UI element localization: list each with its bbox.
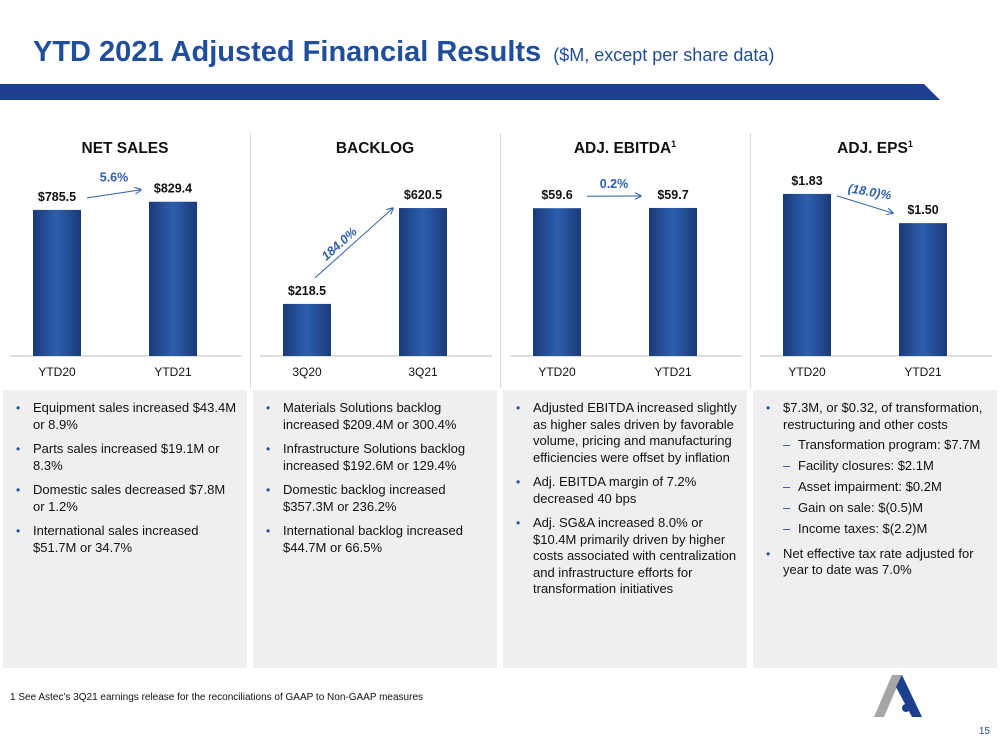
- sub-bullet-item: Gain on sale: $(0.5)M: [763, 500, 989, 517]
- bullet-item: Adjusted EBITDA increased slightly as hi…: [513, 400, 739, 466]
- bullet-item: International backlog increased $44.7M o…: [263, 523, 489, 556]
- bar-value-label: $1.50: [907, 203, 938, 217]
- page-number: 15: [978, 726, 990, 737]
- ebitda-notes-panel: Adjusted EBITDA increased slightly as hi…: [503, 390, 747, 668]
- x-tick-label: 3Q20: [292, 365, 322, 379]
- eps-notes-panel: $7.3M, or $0.32, of transformation, rest…: [753, 390, 997, 668]
- bar-value-label: $1.83: [791, 174, 822, 188]
- change-percent-label: (18.0)%: [847, 181, 893, 202]
- bullet-item: $7.3M, or $0.32, of transformation, rest…: [763, 400, 989, 433]
- x-tick-label: YTD21: [654, 365, 692, 379]
- x-tick-label: YTD21: [154, 365, 192, 379]
- bar-charts: $785.5 YTD20 $829.4 YTD21 5.6% $218.5 3Q20 $620…: [10, 171, 992, 379]
- bullet-item: Equipment sales increased $43.4M or 8.9%: [13, 400, 239, 433]
- change-percent-label: 5.6%: [100, 171, 129, 185]
- chart-title-backlog: BACKLOG: [335, 140, 415, 158]
- sub-bullet-item: Asset impairment: $0.2M: [763, 479, 989, 496]
- bullet-item: Infrastructure Solutions backlog increas…: [263, 441, 489, 474]
- bullet-item: Parts sales increased $19.1M or 8.3%: [13, 441, 239, 474]
- bar: [649, 207, 697, 356]
- change-arrow: [836, 195, 893, 213]
- backlog-notes-panel: Materials Solutions backlog increased $2…: [253, 390, 497, 668]
- change-arrow: [314, 208, 393, 279]
- x-tick-label: YTD20: [38, 365, 76, 379]
- column-divider: [750, 133, 751, 388]
- net-sales-notes-panel: Equipment sales increased $43.4M or 8.9%…: [3, 390, 247, 668]
- bar: [783, 193, 831, 356]
- chart-title-adj-eps: ADJ. EPS1: [837, 139, 913, 158]
- astec-logo: [874, 675, 922, 717]
- bar-value-label: $59.6: [541, 188, 572, 202]
- change-percent-label: 184.0%: [319, 225, 360, 264]
- bar-value-label: $218.5: [288, 284, 326, 298]
- sub-bullet-item: Income taxes: $(2.2)M: [763, 521, 989, 538]
- column-divider: [250, 133, 251, 388]
- bullet-item: Domestic backlog increased $357.3M or 23…: [263, 482, 489, 515]
- x-tick-label: 3Q21: [408, 365, 438, 379]
- bar: [533, 208, 581, 356]
- sub-bullet-item: Facility closures: $2.1M: [763, 458, 989, 475]
- chart-title-adj-ebitda: ADJ. EBITDA1: [573, 139, 677, 158]
- bar: [899, 223, 947, 356]
- footnote: 1 See Astec’s 3Q21 earnings release for …: [10, 692, 424, 703]
- change-arrow: [86, 190, 141, 199]
- chart-title-net-sales: NET SALES: [81, 140, 169, 158]
- bar: [399, 208, 447, 356]
- bar: [283, 303, 331, 356]
- x-tick-label: YTD20: [788, 365, 826, 379]
- x-tick-label: YTD20: [538, 365, 576, 379]
- bullet-item: Net effective tax rate adjusted for year…: [763, 546, 989, 579]
- bullet-item: Adj. SG&A increased 8.0% or $10.4M prima…: [513, 515, 739, 598]
- bullet-item: Adj. EBITDA margin of 7.2% decreased 40 …: [513, 474, 739, 507]
- column-divider: [500, 133, 501, 388]
- bar-value-label: $620.5: [404, 188, 442, 202]
- bullet-item: International sales increased $51.7M or …: [13, 523, 239, 556]
- bar-value-label: $785.5: [38, 190, 76, 204]
- page-title: YTD 2021 Adjusted Financial Results ($M,…: [33, 36, 774, 69]
- bar: [149, 201, 197, 356]
- bar-value-label: $829.4: [154, 182, 192, 196]
- title-accent-bar: [0, 84, 940, 100]
- bar: [33, 209, 81, 356]
- change-percent-label: 0.2%: [600, 177, 629, 191]
- bullet-item: Domestic sales decreased $7.8M or 1.2%: [13, 482, 239, 515]
- page-title-main: YTD 2021 Adjusted Financial Results: [33, 36, 542, 68]
- bar-value-label: $59.7: [657, 188, 688, 202]
- page-subtitle: ($M, except per share data): [553, 45, 775, 65]
- bullet-item: Materials Solutions backlog increased $2…: [263, 400, 489, 433]
- x-tick-label: YTD21: [904, 365, 942, 379]
- sub-bullet-item: Transformation program: $7.7M: [763, 437, 989, 454]
